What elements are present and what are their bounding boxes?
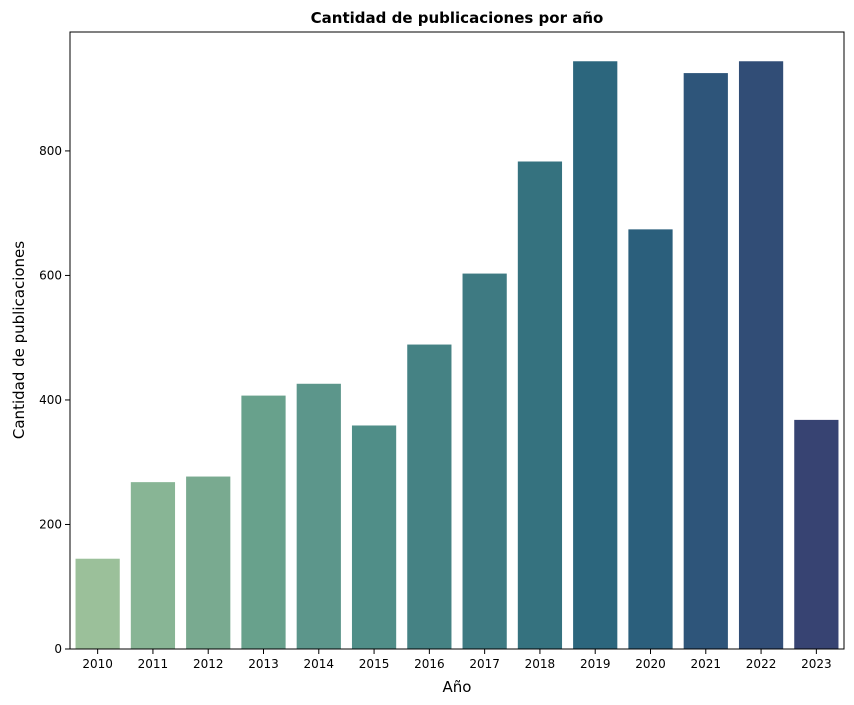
x-axis-ticks: 2010 2011 2012 2013 2014 2015 2016 2017 2018 2019… [82, 649, 832, 671]
y-tick-label-0: 0 [54, 642, 62, 656]
chart-title: Cantidad de publicaciones por año [311, 9, 604, 27]
x-tick-label-2020: 2020 [635, 657, 666, 671]
y-tick-label-800: 800 [39, 144, 62, 158]
bar-2016 [407, 344, 452, 649]
y-tick-label-200: 200 [39, 517, 62, 531]
bars-group [75, 61, 839, 650]
plot-frame [69, 31, 845, 650]
bar-2023 [794, 419, 839, 649]
bar-2010 [75, 558, 120, 649]
x-axis-label: Año [443, 678, 472, 696]
x-tick-label-2021: 2021 [691, 657, 722, 671]
bar-2017 [462, 273, 507, 649]
bar-2021 [683, 73, 728, 650]
x-tick-label-2017: 2017 [469, 657, 500, 671]
x-tick-label-2010: 2010 [82, 657, 113, 671]
x-tick-label-2023: 2023 [801, 657, 832, 671]
y-tick-label-400: 400 [39, 393, 62, 407]
x-tick-label-2015: 2015 [359, 657, 390, 671]
bar-2019 [573, 61, 618, 650]
bar-2011 [130, 482, 176, 649]
bar-2015 [351, 425, 397, 649]
x-tick-label-2018: 2018 [525, 657, 556, 671]
y-tick-label-600: 600 [39, 268, 62, 282]
y-axis-label: Cantidad de publicaciones [10, 241, 28, 439]
bar-2014 [296, 383, 341, 649]
bar-2013 [241, 395, 286, 649]
x-tick-label-2022: 2022 [746, 657, 777, 671]
x-tick-label-2013: 2013 [248, 657, 279, 671]
y-axis-ticks: 0 200 400 600 800 [39, 144, 70, 656]
bar-2022 [738, 61, 784, 650]
x-tick-label-2011: 2011 [138, 657, 169, 671]
bar-2012 [186, 476, 231, 649]
x-tick-label-2012: 2012 [193, 657, 224, 671]
bar-2018 [517, 161, 563, 649]
bar-2020 [628, 229, 673, 649]
x-tick-label-2014: 2014 [304, 657, 335, 671]
x-tick-label-2016: 2016 [414, 657, 445, 671]
x-tick-label-2019: 2019 [580, 657, 611, 671]
